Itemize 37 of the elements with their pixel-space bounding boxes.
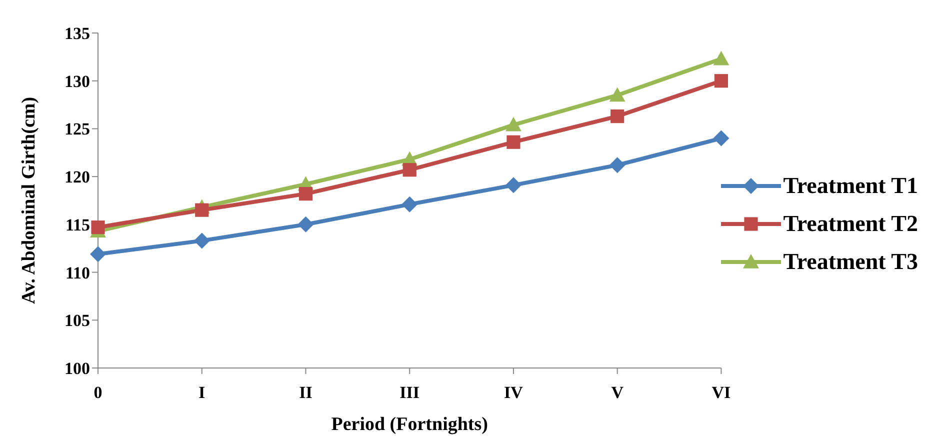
x-tick-label: IV [504, 383, 524, 402]
y-tick-label: 115 [65, 215, 90, 234]
point [713, 50, 730, 66]
point [194, 232, 210, 249]
point [609, 157, 626, 174]
point [609, 87, 626, 102]
point [195, 203, 209, 217]
legend-label: Treatment T2 [783, 211, 918, 237]
x-axis-title: Period (Fortnights) [331, 414, 488, 435]
point [610, 109, 624, 124]
y-tick-label: 105 [64, 311, 90, 330]
y-tick-label: 120 [64, 168, 90, 187]
point [506, 135, 520, 149]
point [505, 116, 522, 132]
y-tick-label: 110 [65, 263, 90, 282]
point [90, 246, 106, 262]
y-tick-label: 135 [64, 24, 90, 44]
point [505, 177, 522, 194]
point [714, 74, 728, 88]
point [713, 130, 730, 146]
x-tick-label: 0 [94, 383, 102, 402]
x-tick-label: II [299, 383, 313, 402]
y-tick-label: 130 [64, 72, 90, 91]
point [298, 187, 313, 201]
legend-label: Treatment T3 [783, 249, 918, 275]
y-tick-label: 125 [64, 120, 90, 139]
x-tick-label: V [611, 383, 624, 402]
x-tick-label: I [198, 383, 206, 402]
point [298, 216, 314, 232]
point [402, 163, 416, 177]
legend-label: Treatment T1 [783, 173, 918, 199]
y-axis-title: Av. Abdominal Girth(cm) [18, 96, 40, 304]
point [91, 220, 105, 234]
point [402, 196, 418, 212]
x-tick-label: VI [712, 383, 732, 402]
x-tick-label: III [400, 383, 420, 402]
y-tick-label: 100 [64, 359, 90, 378]
